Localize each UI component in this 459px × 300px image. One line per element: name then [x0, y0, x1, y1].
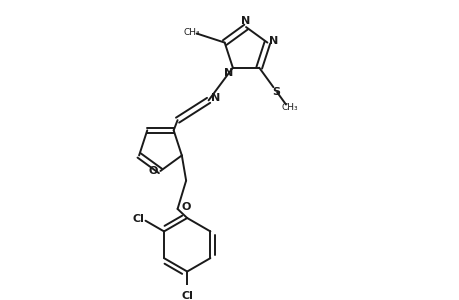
Text: CH₃: CH₃ [183, 28, 200, 37]
Text: S: S [272, 86, 280, 97]
Text: Cl: Cl [181, 291, 193, 300]
Text: CH₃: CH₃ [281, 103, 298, 112]
Text: N: N [269, 36, 278, 46]
Text: Cl: Cl [132, 214, 144, 224]
Text: N: N [241, 16, 250, 26]
Text: O: O [149, 166, 158, 176]
Text: N: N [211, 93, 220, 103]
Text: N: N [224, 68, 233, 78]
Text: O: O [182, 202, 191, 212]
